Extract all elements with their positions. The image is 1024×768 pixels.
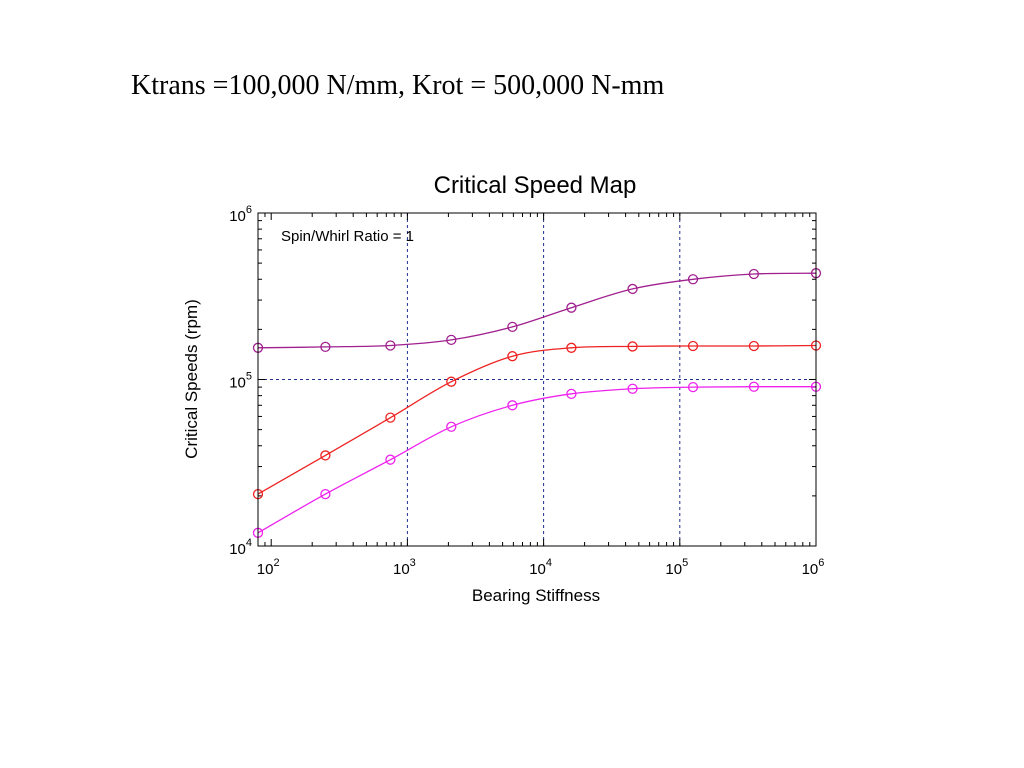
data-point	[627, 383, 638, 394]
data-point	[687, 381, 699, 393]
data-point	[566, 302, 577, 313]
data-point	[507, 400, 518, 411]
data-point	[385, 454, 396, 465]
data-point	[566, 388, 577, 400]
tick-label: 106	[802, 557, 825, 578]
data-point	[507, 351, 518, 362]
series-line	[257, 344, 817, 495]
data-point	[320, 488, 331, 500]
data-point	[687, 274, 699, 285]
tick-label: 104	[529, 557, 552, 578]
x-tick-labels: 102 103 104 105 106	[257, 557, 825, 578]
data-point	[446, 334, 457, 346]
chart-title: Critical Speed Map	[434, 172, 637, 199]
x-axis-label: Bearing Stiffness	[472, 586, 600, 605]
tick-label: 104	[229, 537, 252, 558]
data-point	[507, 321, 518, 333]
data-point	[748, 340, 760, 352]
data-point	[627, 341, 638, 352]
tick-label: 102	[257, 557, 280, 578]
grid-lines	[258, 213, 816, 546]
data-point	[687, 340, 699, 352]
data-point	[627, 283, 638, 295]
tick-label: 103	[393, 557, 416, 578]
tick-label: 106	[229, 204, 252, 225]
data-point	[385, 340, 396, 351]
data-point	[566, 342, 577, 353]
tick-label: 105	[665, 557, 688, 578]
series-line	[257, 386, 816, 534]
data-point	[446, 421, 457, 432]
series-line	[257, 272, 817, 349]
y-tick-labels: 104 105 106	[229, 204, 252, 558]
series-2	[252, 340, 822, 500]
data-point	[320, 450, 331, 461]
data-point	[320, 341, 331, 353]
minor-ticks	[257, 213, 816, 547]
y-axis-label: Critical Speeds (rpm)	[182, 299, 201, 459]
tick-label: 105	[229, 371, 252, 392]
slide-heading: Ktrans =100,000 N/mm, Krot = 500,000 N-m…	[131, 70, 665, 101]
plot-border	[257, 212, 817, 547]
data-point	[748, 381, 760, 392]
data-point	[748, 268, 760, 280]
chart-annotation: Spin/Whirl Ratio = 1	[281, 228, 414, 245]
data-point	[446, 376, 457, 387]
series-3	[252, 381, 822, 538]
data-point	[385, 412, 396, 423]
